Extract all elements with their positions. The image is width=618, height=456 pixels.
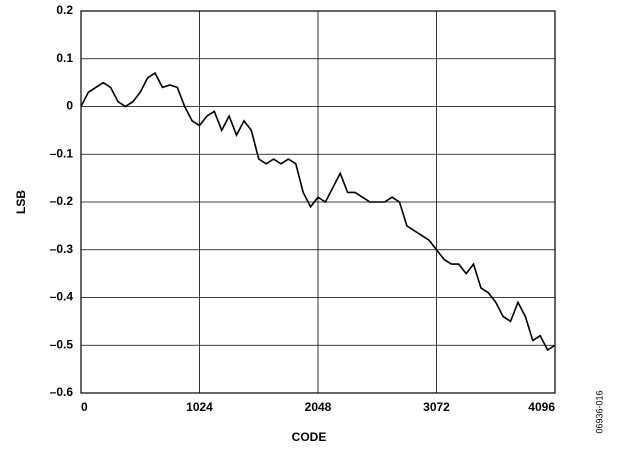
x-tick-label: 4096 (528, 400, 555, 414)
y-tick-label: –0.3 (50, 242, 74, 256)
y-tick-label: 0.1 (56, 51, 73, 65)
y-tick-label: 0 (66, 99, 73, 113)
x-axis-label: CODE (292, 430, 327, 444)
x-tick-label: 0 (81, 400, 88, 414)
y-tick-label: –0.5 (50, 337, 74, 351)
y-tick-label: –0.6 (50, 385, 74, 399)
x-tick-label: 2048 (305, 400, 332, 414)
x-tick-label: 1024 (186, 400, 213, 414)
y-tick-label: –0.1 (50, 146, 74, 160)
figure-id: 06936-016 (594, 390, 604, 433)
y-tick-label: –0.4 (50, 290, 74, 304)
data-line (80, 71, 556, 352)
y-tick-label: 0.2 (56, 3, 73, 17)
x-tick-label: 3072 (423, 400, 450, 414)
y-tick-label: –0.2 (50, 194, 74, 208)
y-axis-label: LSB (14, 190, 28, 214)
